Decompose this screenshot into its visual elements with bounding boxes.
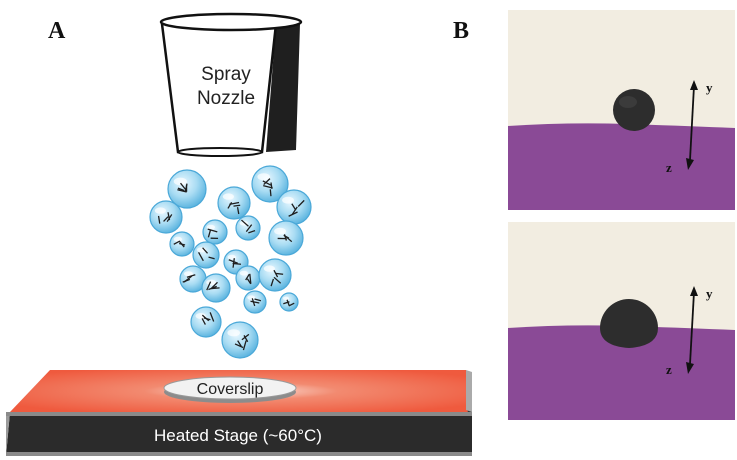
photo-top: y z: [508, 10, 735, 210]
droplet-highlight: [206, 224, 215, 230]
droplet-particle: [600, 299, 658, 348]
nanoparticle-mark: [237, 340, 242, 347]
heated-stage: Heated Stage (~60°C): [6, 370, 472, 456]
nanoparticle-mark: [270, 278, 275, 287]
droplet-highlight: [173, 177, 188, 186]
nanoparticle-mark: [234, 343, 244, 349]
nanoparticle-mark: [232, 258, 235, 268]
droplet-highlight: [173, 236, 182, 242]
nozzle-label-line2: Nozzle: [197, 88, 255, 109]
nanoparticle-mark: [167, 212, 171, 221]
nanoparticle-mark: [206, 281, 212, 291]
nanoparticle-mark: [241, 219, 249, 227]
axis-label-z: z: [666, 362, 672, 377]
nanoparticle-mark: [263, 184, 273, 189]
droplet-highlight: [227, 329, 240, 337]
droplet-highlight: [282, 296, 289, 301]
nanoparticle-mark: [242, 340, 247, 351]
spray-droplet: [190, 306, 222, 338]
nanoparticle-mark: [269, 189, 272, 197]
nanoparticle-mark: [183, 275, 193, 283]
nanoparticle-mark: [207, 229, 212, 238]
axis-label-y: y: [706, 286, 713, 301]
coverslip: Coverslip: [163, 376, 297, 403]
panel-label-b: B: [453, 18, 470, 44]
nanoparticle-mark: [243, 335, 249, 343]
droplet-highlight: [239, 270, 248, 276]
stage-label: Heated Stage (~60°C): [154, 426, 322, 445]
nanoparticle-mark: [273, 269, 279, 278]
spray-droplet: [202, 219, 228, 245]
droplet-highlight: [183, 271, 193, 277]
axis-indicator: y z: [666, 80, 713, 175]
spray-droplet: [149, 200, 183, 234]
spray-droplet: [235, 215, 261, 241]
nanoparticle-mark: [248, 229, 256, 234]
nanoparticle-mark: [178, 240, 185, 248]
purple-surface: [508, 123, 735, 210]
nanoparticle-mark: [246, 278, 252, 285]
droplet-highlight: [247, 295, 255, 300]
spray-droplet: [235, 265, 261, 291]
nanoparticle-mark: [208, 256, 215, 260]
nanoparticle-mark: [288, 302, 295, 307]
coverslip-label: Coverslip: [197, 381, 264, 398]
spray-droplet: [258, 258, 292, 292]
droplet-highlight: [282, 196, 294, 204]
nanoparticle-mark: [254, 298, 262, 302]
nanoparticle-mark: [177, 187, 185, 192]
nanoparticle-mark: [291, 206, 298, 215]
axis-indicator: y z: [666, 286, 713, 377]
droplet-highlight: [206, 279, 217, 286]
droplet-highlight: [274, 227, 286, 235]
nanoparticle-mark: [236, 207, 240, 215]
axis-label-z: z: [666, 160, 672, 175]
axis-label-y: y: [706, 80, 713, 95]
nanoparticle-mark: [250, 300, 260, 304]
nanoparticle-mark: [203, 317, 211, 321]
nanoparticle-mark: [209, 312, 215, 322]
nanoparticle-mark: [245, 224, 253, 233]
nanoparticle-mark: [177, 189, 187, 193]
nanoparticle-mark: [249, 273, 252, 284]
nanoparticle-mark: [163, 216, 169, 222]
nanoparticle-mark: [283, 234, 288, 241]
nanoparticle-mark: [275, 272, 284, 275]
droplet-particle: [613, 89, 655, 131]
nanoparticle-mark: [227, 201, 233, 209]
droplet-cloud: [149, 165, 312, 359]
nanoparticle-mark: [286, 299, 290, 306]
nanoparticle-mark: [198, 252, 204, 262]
nanoparticle-mark: [233, 204, 241, 207]
spray-nozzle: Spray Nozzle: [159, 12, 303, 157]
purple-surface: [508, 325, 735, 420]
droplet-highlight: [263, 265, 275, 272]
spray-droplet: [221, 321, 259, 359]
nanoparticle-mark: [201, 318, 206, 325]
nanoparticle-mark: [202, 247, 209, 254]
nanoparticle-mark: [184, 183, 188, 192]
nanoparticle-mark: [270, 182, 273, 189]
nozzle-label-line1: Spray: [201, 64, 251, 85]
nanoparticle-mark: [173, 240, 180, 245]
nanoparticle-mark: [208, 285, 217, 291]
droplet-highlight: [222, 193, 234, 200]
nanoparticle-mark: [245, 273, 250, 281]
panel-label-a: A: [48, 18, 66, 44]
nanoparticle-mark: [262, 180, 272, 186]
nanoparticle-mark: [228, 259, 238, 264]
nanoparticle-mark: [263, 178, 271, 186]
nanoparticle-mark: [297, 199, 305, 207]
nanoparticle-mark: [207, 228, 218, 233]
photo-bottom: y z: [508, 222, 735, 420]
droplet-highlight: [154, 207, 166, 214]
nanoparticle-mark: [273, 276, 282, 284]
nanoparticle-mark: [157, 215, 161, 224]
spray-droplet: [192, 241, 220, 269]
droplet-highlight: [195, 313, 206, 319]
droplet-highlight: [257, 173, 271, 181]
